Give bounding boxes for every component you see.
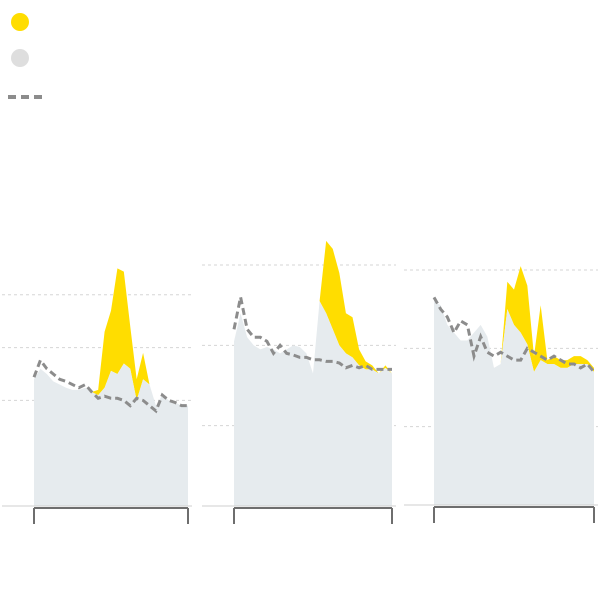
- excess-area-2: [234, 240, 392, 374]
- excess-area-1: [34, 268, 188, 406]
- excess-legend-dot: [11, 13, 29, 31]
- expected-line-2: [232, 296, 392, 371]
- baseline-area-2: [234, 301, 392, 506]
- legend-graphic: [8, 13, 46, 99]
- baseline-area-3: [434, 301, 594, 505]
- baseline-legend-dot: [11, 49, 29, 67]
- legend: [0, 0, 300, 110]
- expected-line-1: [32, 357, 188, 414]
- baseline-area-1: [34, 363, 188, 506]
- excess-area-3: [434, 266, 594, 372]
